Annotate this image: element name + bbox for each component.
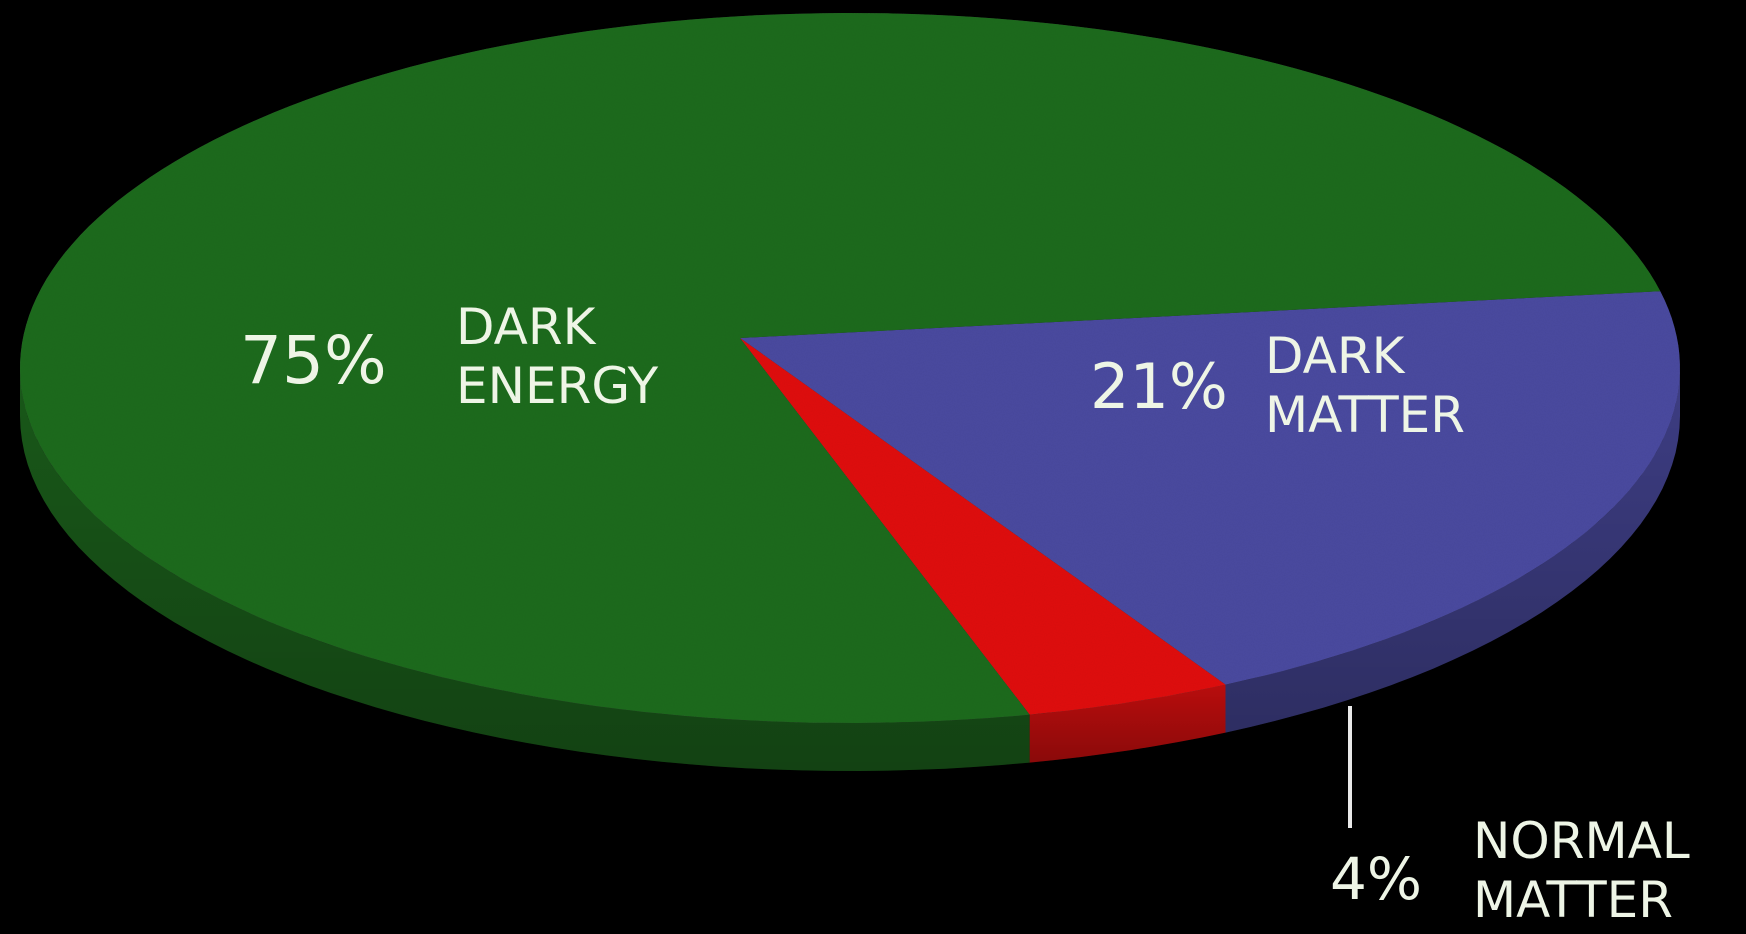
normal-matter-name-label: NORMAL MATTER xyxy=(1473,812,1690,929)
pie-side-shade xyxy=(1029,684,1226,763)
dark-energy-name-label: DARK ENERGY xyxy=(456,298,659,415)
normal-matter-percent-label: 4% xyxy=(1330,845,1423,913)
dark-matter-percent-label: 21% xyxy=(1090,350,1228,423)
dark-energy-percent-label: 75% xyxy=(240,322,387,399)
dark-matter-name-label: DARK MATTER xyxy=(1265,327,1465,444)
pie-side-shade xyxy=(1225,368,1680,733)
pie-sides xyxy=(20,368,1680,771)
pie-side-shade xyxy=(20,368,1030,771)
pie-slice-dark-matter xyxy=(740,291,1680,685)
pie-slice-dark-energy xyxy=(20,13,1661,723)
pie-tops xyxy=(20,13,1680,723)
pie-slice-normal-matter xyxy=(740,338,1226,715)
normal-matter-leader-line xyxy=(1348,706,1352,828)
